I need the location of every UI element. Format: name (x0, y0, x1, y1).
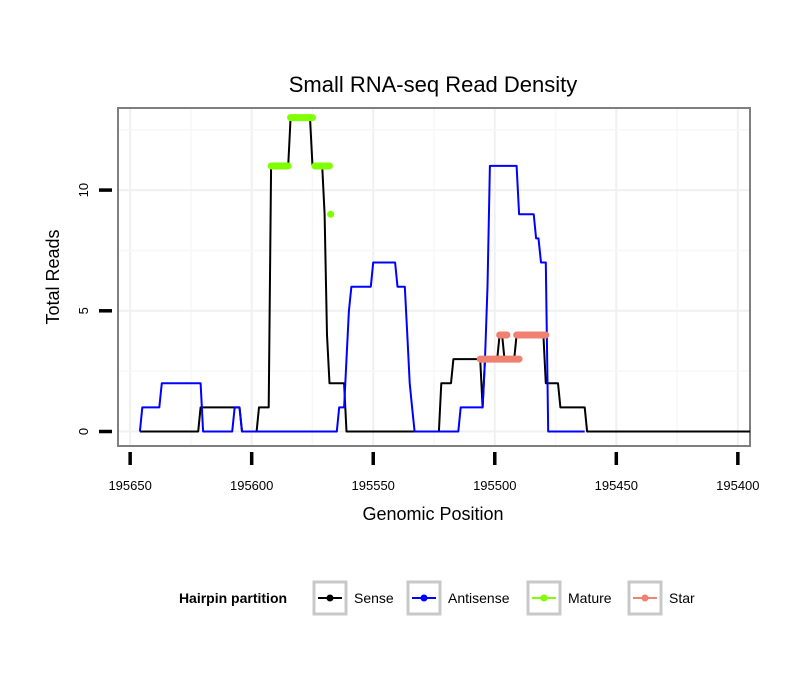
x-tick-label: 195400 (716, 478, 759, 493)
x-tick-label: 195450 (595, 478, 638, 493)
x-axis-title: Genomic Position (362, 504, 503, 524)
legend-key-point (326, 594, 334, 602)
y-tick-label: 5 (76, 307, 91, 314)
x-tick-label: 195650 (108, 478, 151, 493)
y-tick-label: 0 (76, 428, 91, 435)
series-layer (138, 114, 750, 433)
legend-label: Sense (354, 590, 394, 606)
legend-entry-star: Star (627, 580, 695, 616)
legend-entry-mature: Mature (526, 580, 612, 616)
y-tick-label: 10 (76, 183, 91, 197)
legend-label: Star (669, 590, 695, 606)
y-axis: 0 5 10 (76, 183, 112, 435)
series-line-antisense (138, 164, 585, 433)
legend-key-point (420, 594, 428, 602)
legend-key-point (641, 594, 649, 602)
x-tick-label: 195550 (352, 478, 395, 493)
legend-entry-antisense: Antisense (406, 580, 510, 616)
x-tick-label: 195500 (473, 478, 516, 493)
legend: Hairpin partition Sense Antisense Mature St… (179, 580, 695, 616)
series-mature (267, 114, 335, 218)
series-antisense (138, 164, 585, 433)
legend-title: Hairpin partition (179, 590, 287, 606)
legend-label: Antisense (448, 590, 510, 606)
chart-title: Small RNA-seq Read Density (289, 72, 578, 97)
x-axis: 195650 195600 195550 195500 195450 195400 (108, 452, 760, 493)
series-star (476, 331, 550, 363)
y-axis-title: Total Reads (43, 229, 63, 324)
grid-lines (119, 109, 749, 445)
x-tick-label: 195600 (230, 478, 273, 493)
legend-key-point (540, 594, 548, 602)
legend-entry-sense: Sense (312, 580, 394, 616)
legend-label: Mature (568, 590, 612, 606)
